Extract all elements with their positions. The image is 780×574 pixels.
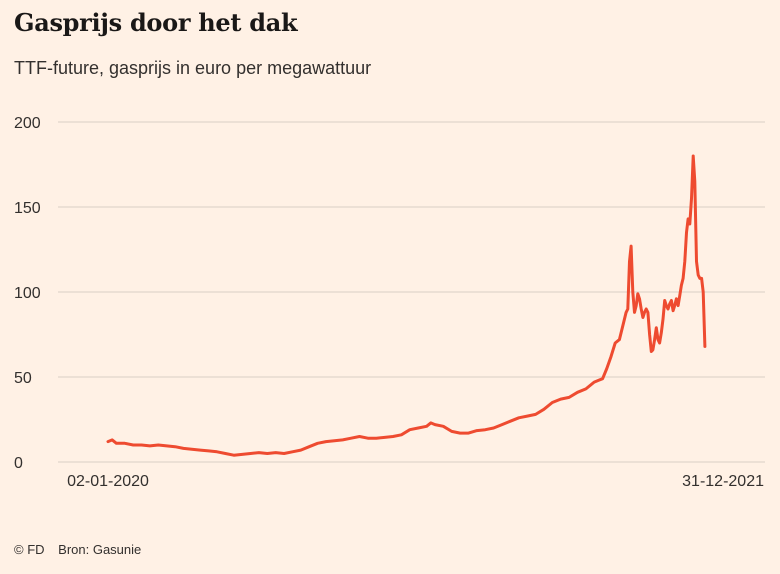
y-axis-ticks: 0 50 100 150 200 [14, 115, 41, 472]
x-tick-label-1: 02-01-2020 [67, 473, 149, 490]
y-tick-label-50: 50 [14, 370, 32, 387]
y-tick-label-200: 200 [14, 115, 41, 132]
y-tick-label-150: 150 [14, 200, 41, 217]
copyright-text: © FD [14, 542, 45, 557]
x-tick-label-2: 31-12-2021 [682, 473, 764, 490]
y-tick-label-100: 100 [14, 285, 41, 302]
gridlines [58, 121, 765, 463]
chart-title: Gasprijs door het dak [14, 8, 298, 37]
chart-footer: © FD Bron: Gasunie [14, 542, 141, 557]
series-line-ttf-future [106, 154, 707, 457]
source-text: Bron: Gasunie [58, 542, 142, 557]
y-tick-label-0: 0 [14, 455, 23, 472]
x-axis-ticks: 02-01-2020 31-12-2021 [67, 473, 764, 490]
chart-subtitle: TTF-future, gasprijs in euro per megawat… [14, 58, 372, 78]
series-layer [106, 154, 707, 457]
